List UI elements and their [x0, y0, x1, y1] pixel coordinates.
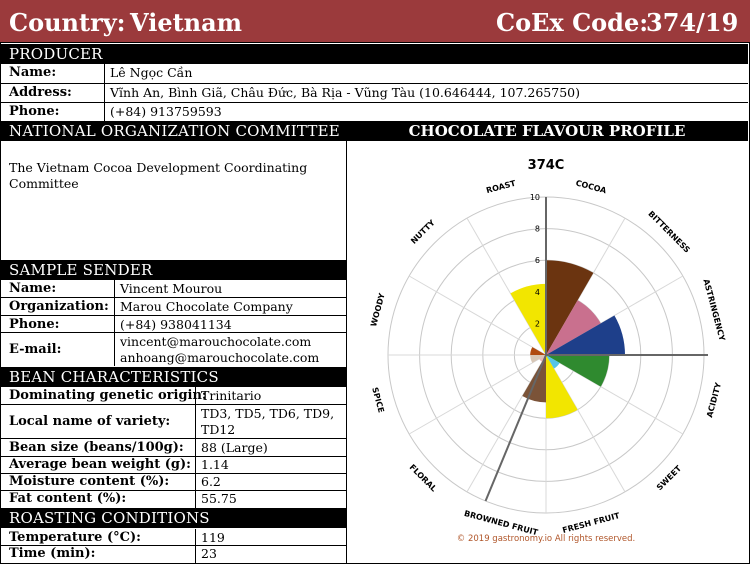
flavour-profile-chart: 374C 2 4 6 8 10 COCOA BITTERNESS ASTRINGENCY AC…: [369, 158, 727, 544]
producer-address-label: Address:: [9, 85, 72, 100]
divider: [1, 490, 346, 491]
bean-size-label: Bean size (beans/100g):: [9, 440, 184, 455]
sender-name-label: Name:: [9, 281, 57, 296]
producer-header: PRODUCER: [1, 44, 748, 64]
radial-tick-label: 10: [530, 193, 540, 202]
grid-spoke: [408, 354, 547, 435]
committee-name-line2: Committee: [9, 176, 79, 191]
divider: [1, 545, 346, 546]
flavour-bar-bitterness: [546, 300, 601, 355]
bean-weight-label: Average bean weight (g):: [9, 457, 191, 472]
bean-weight-value: 1.14: [201, 457, 229, 472]
reference-line: [484, 354, 547, 502]
sender-phone: (+84) 938041134: [120, 317, 232, 332]
country-value: Vietnam: [130, 8, 243, 37]
producer-name-label: Name:: [9, 65, 57, 80]
temperature-label: Temperature (°C):: [9, 530, 141, 545]
time-label: Time (min):: [9, 546, 96, 561]
category-label: FRESH FRUIT: [561, 511, 621, 535]
divider: [1, 473, 346, 474]
divider: [1, 83, 748, 84]
divider: [1, 404, 346, 405]
copyright-note: © 2019 gastronomy.io All rights reserved…: [457, 534, 635, 544]
radial-tick-label: 6: [535, 256, 540, 265]
category-label: SWEET: [655, 464, 684, 493]
sender-name: Vincent Mourou: [120, 281, 223, 296]
grid-spoke: [466, 217, 547, 356]
moisture-value: 6.2: [201, 474, 221, 489]
flavour-bar-cocoa: [546, 260, 594, 355]
flavour-bar-spice: [530, 355, 546, 363]
sender-org: Marou Chocolate Company: [120, 299, 293, 314]
roasting-header: ROASTING CONDITIONS: [1, 508, 346, 528]
fat-value: 55.75: [201, 491, 237, 506]
bean-size-value: 88 (Large): [201, 440, 268, 455]
radial-tick-label: 2: [535, 319, 540, 328]
divider: [1, 297, 346, 298]
flavour-bar-roast: [510, 283, 546, 355]
divider: [1, 315, 346, 316]
producer-phone: (+84) 913759593: [110, 104, 222, 119]
category-label: ROAST: [485, 179, 517, 196]
category-label: BITTERNESS: [646, 209, 692, 255]
radial-tick-label: 8: [535, 225, 540, 234]
fat-label: Fat content (%):: [9, 491, 127, 506]
moisture-label: Moisture content (%):: [9, 474, 170, 489]
grid-spoke: [408, 275, 547, 356]
producer-phone-label: Phone:: [9, 104, 60, 119]
divider: [104, 64, 105, 121]
sender-email-label: E-mail:: [9, 342, 62, 357]
grid-spoke: [466, 354, 547, 493]
divider: [114, 280, 115, 366]
sender-email-1: vincent@marouchocolate.com: [120, 334, 312, 349]
divider: [195, 529, 196, 563]
category-label: NUTTY: [409, 218, 437, 246]
divider: [1, 438, 346, 439]
country-banner: Country: Vietnam CoEx Code: 374/19: [0, 0, 750, 42]
producer-address: Vĩnh An, Bình Giã, Châu Đức, Bà Rịa - Vũ…: [110, 85, 580, 100]
chart-title: 374C: [528, 158, 565, 173]
flavour-bar-acidity: [546, 355, 610, 387]
category-label: COCOA: [575, 179, 608, 196]
radial-tick-label: 4: [535, 288, 540, 297]
genetic-label: Dominating genetic origin:: [9, 388, 207, 403]
variety-label: Local name of variety:: [9, 414, 171, 429]
sender-header: SAMPLE SENDER: [1, 260, 346, 280]
grid-spoke: [545, 354, 626, 493]
flavour-bar-fresh-fruit: [546, 355, 578, 419]
time-value: 23: [201, 546, 217, 561]
panel-divider: [346, 121, 347, 564]
coex-label: CoEx Code:: [496, 8, 649, 37]
chart-section-header: CHOCOLATE FLAVOUR PROFILE: [346, 121, 748, 141]
category-label: ACIDITY: [705, 381, 723, 418]
temperature-value: 119: [201, 530, 225, 545]
divider: [1, 456, 346, 457]
category-label: SPICE: [370, 386, 385, 413]
sender-org-label: Organization:: [9, 299, 109, 314]
variety-value-1: TD3, TD5, TD6, TD9,: [201, 406, 335, 421]
coex-value: 374/19: [646, 8, 739, 37]
bean-header: BEAN CHARACTERISTICS: [1, 367, 346, 387]
flavour-bar-astringency: [546, 315, 625, 355]
grid-spoke: [545, 354, 684, 435]
country-label: Country:: [9, 8, 126, 37]
divider: [195, 387, 196, 508]
category-label: WOODY: [369, 292, 387, 328]
producer-name: Lê Ngọc Cần: [110, 65, 193, 80]
sender-email-2: anhoang@marouchocolate.com: [120, 350, 320, 365]
category-label: ASTRINGENCY: [701, 278, 726, 342]
genetic-value: Trinitario: [201, 388, 262, 403]
divider: [1, 332, 346, 333]
flavour-bar-woody: [530, 347, 546, 355]
sender-phone-label: Phone:: [9, 317, 60, 332]
divider: [1, 102, 748, 103]
flavour-bar-sweet: [546, 355, 560, 369]
category-label: FLORAL: [408, 463, 439, 494]
committee-header: NATIONAL ORGANIZATION COMMITTEE: [1, 121, 346, 141]
variety-value-2: TD12: [201, 422, 236, 437]
committee-name-line1: The Vietnam Cocoa Development Coordinati…: [9, 160, 308, 175]
